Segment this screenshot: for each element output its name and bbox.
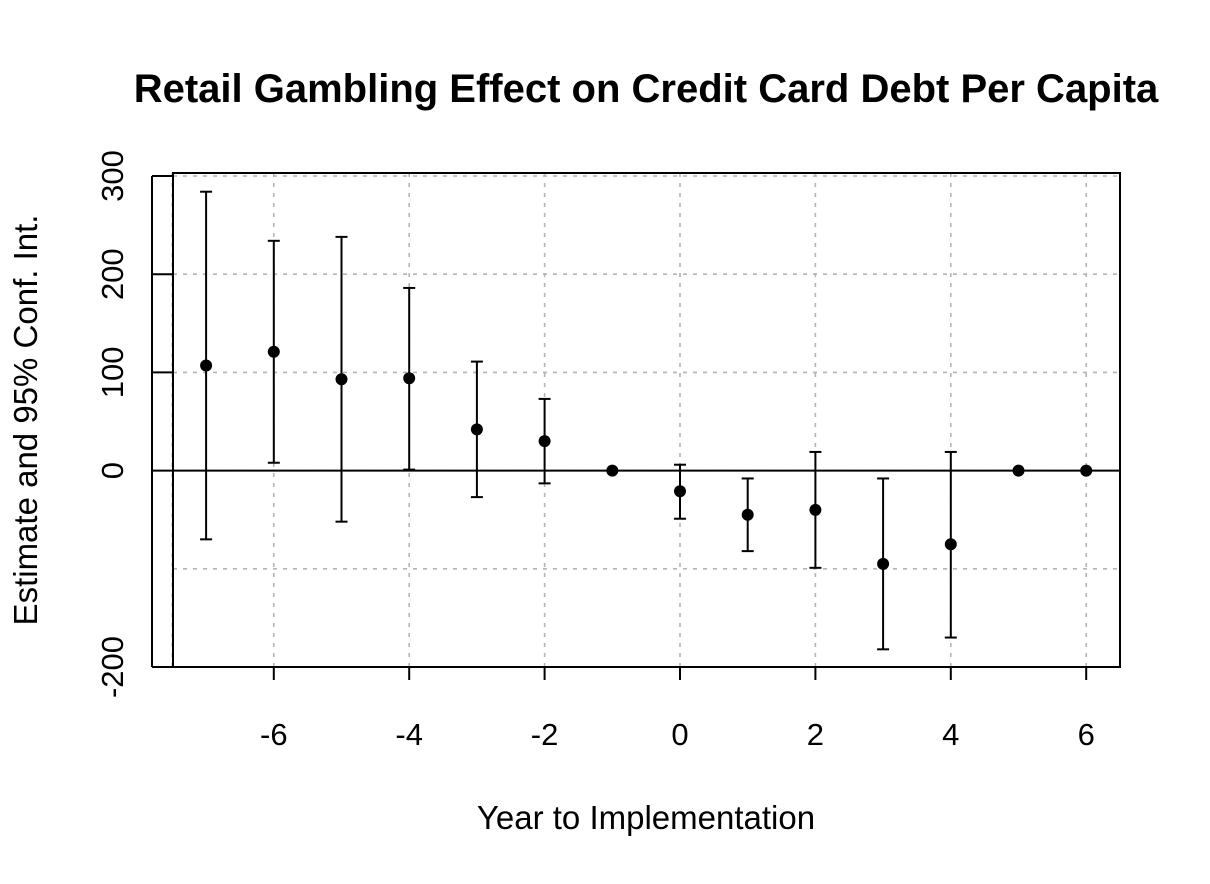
point-estimate [470, 423, 483, 436]
x-tick-label: 4 [942, 717, 959, 752]
point-estimate [809, 503, 822, 516]
x-axis-label: Year to Implementation [477, 799, 815, 836]
point-estimate [674, 485, 686, 498]
y-tick-label: 200 [95, 248, 130, 300]
y-tick-label: -200 [95, 636, 130, 698]
estimate-group [741, 477, 754, 553]
x-tick-label: -4 [395, 717, 423, 752]
estimate-group [538, 397, 551, 485]
point-estimate [606, 464, 619, 477]
point-estimate [267, 345, 280, 358]
estimate-group [403, 286, 416, 471]
estimate-group [1080, 464, 1093, 477]
plot-frame [172, 172, 1121, 668]
y-tick-label: 300 [95, 150, 130, 202]
estimate-group [877, 477, 890, 651]
point-estimate [538, 435, 551, 448]
estimate-group [470, 360, 483, 499]
estimate-group [674, 463, 686, 520]
y-tick-label: 100 [95, 347, 130, 399]
x-tick-label: 2 [807, 717, 824, 752]
axes: -6 -4 -2 0 2 4 6 -200 0 100 200 300 [95, 150, 1120, 752]
estimate-group [335, 235, 348, 523]
grid [171, 173, 1120, 668]
x-tick-label: -6 [260, 717, 288, 752]
point-estimate [200, 359, 213, 372]
estimate-group [267, 239, 280, 464]
estimate-group [200, 190, 213, 541]
estimate-group [606, 464, 619, 477]
x-tick-label: 6 [1078, 717, 1095, 752]
x-tick-label: 0 [671, 717, 688, 752]
point-estimate [877, 557, 890, 570]
estimate-group [944, 450, 957, 639]
point-estimate [1012, 464, 1025, 477]
y-axis-label: Estimate and 95% Conf. Int. [7, 215, 44, 626]
estimate-group [809, 450, 822, 569]
point-estimate [741, 508, 754, 521]
point-estimate [335, 373, 348, 386]
x-tick-label: -2 [531, 717, 559, 752]
point-estimate [944, 538, 957, 551]
data-marks [200, 190, 1093, 651]
estimate-group [1012, 464, 1025, 477]
y-tick-label: 0 [95, 462, 130, 479]
point-estimate [403, 372, 416, 385]
chart-title: Retail Gambling Effect on Credit Card De… [134, 67, 1159, 111]
point-estimate [1080, 464, 1093, 477]
